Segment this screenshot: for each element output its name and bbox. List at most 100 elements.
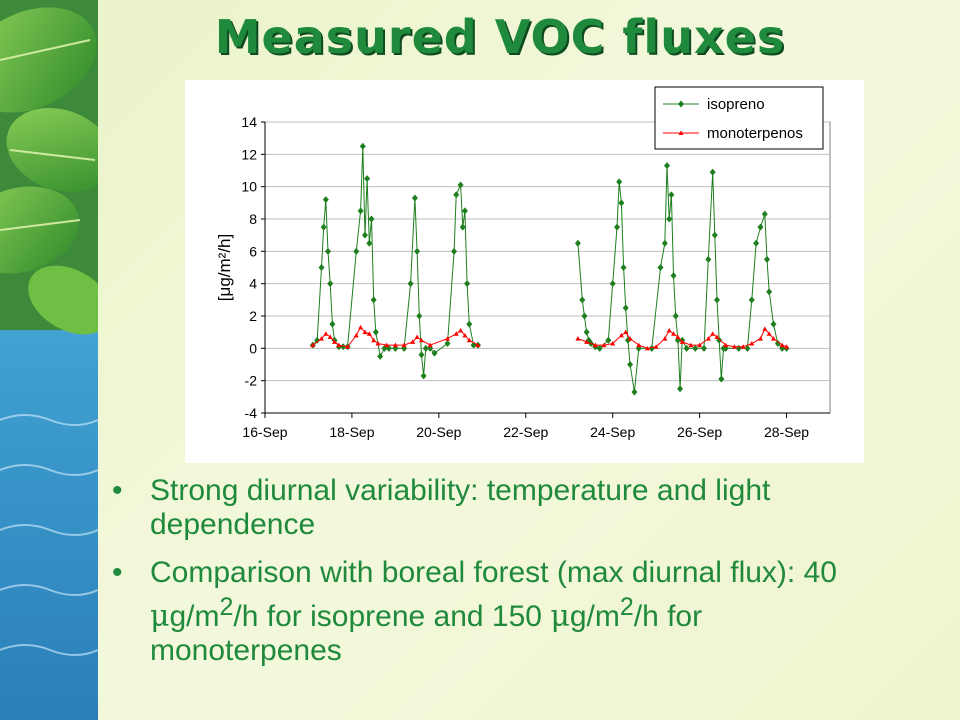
- data-point-monoterpenos: [414, 334, 420, 340]
- bullet-text: /h for isoprene and 150: [233, 600, 551, 633]
- data-point-monoterpenos: [319, 336, 324, 341]
- data-point-monoterpenos: [358, 324, 364, 330]
- y-tick-label: 10: [241, 179, 257, 195]
- y-tick-label: 0: [249, 340, 257, 356]
- data-point-isopreno: [327, 280, 334, 288]
- data-point-isopreno: [616, 178, 623, 186]
- data-point-isopreno: [753, 239, 760, 247]
- data-point-monoterpenos: [697, 342, 703, 348]
- x-tick-label: 20-Sep: [416, 424, 461, 440]
- data-point-monoterpenos: [723, 342, 729, 348]
- data-point-isopreno: [574, 239, 581, 247]
- bullet-item-variability: • Strong diurnal variability: temperatur…: [112, 474, 872, 542]
- data-point-monoterpenos: [327, 334, 333, 340]
- data-point-monoterpenos: [466, 337, 472, 343]
- data-point-monoterpenos: [666, 328, 672, 333]
- data-point-isopreno: [420, 372, 427, 380]
- data-point-isopreno: [581, 312, 588, 320]
- mu-symbol: μ: [550, 599, 570, 634]
- legend-marker-monoterpenos: [678, 130, 684, 135]
- data-point-isopreno: [709, 168, 716, 176]
- data-point-monoterpenos: [332, 339, 338, 344]
- legend-marker-isopreno: [678, 100, 684, 108]
- y-tick-label: 14: [241, 114, 257, 130]
- x-tick-label: 18-Sep: [329, 424, 374, 440]
- chart-canvas: -4 -2 0 2 4 6 8 10 12 14 16-Sep 18-Sep 20-Sep 22-Sep 2…: [215, 86, 831, 440]
- data-point-monoterpenos: [458, 328, 464, 333]
- data-point-monoterpenos: [353, 332, 359, 338]
- data-point-isopreno: [453, 191, 460, 199]
- bullet-dot: •: [112, 474, 123, 507]
- data-point-monoterpenos: [714, 334, 720, 340]
- data-point-isopreno: [340, 343, 347, 351]
- data-point-monoterpenos: [371, 337, 377, 343]
- data-point-monoterpenos: [336, 342, 342, 348]
- data-point-isopreno: [320, 223, 327, 231]
- data-point-monoterpenos: [453, 331, 459, 336]
- data-point-isopreno: [666, 215, 673, 223]
- data-point-isopreno: [407, 280, 414, 288]
- y-tick-label: 2: [249, 308, 257, 324]
- x-tick-label: 26-Sep: [677, 424, 722, 440]
- data-point-isopreno: [451, 247, 458, 255]
- y-tick-label: 6: [249, 243, 257, 259]
- data-point-isopreno: [770, 320, 777, 328]
- data-point-monoterpenos: [375, 340, 381, 346]
- data-point-isopreno: [370, 296, 377, 304]
- data-point-isopreno: [605, 336, 612, 344]
- data-point-isopreno: [366, 239, 373, 247]
- data-point-isopreno: [618, 199, 625, 207]
- data-point-isopreno: [322, 196, 329, 204]
- x-tick-label: 24-Sep: [590, 424, 635, 440]
- bullet-text: Strong diurnal variability: temperature …: [150, 474, 771, 541]
- data-point-monoterpenos: [427, 342, 433, 348]
- data-point-isopreno: [318, 264, 325, 271]
- data-point-isopreno: [761, 210, 768, 218]
- bullet-text: Comparison with boreal forest (max diurn…: [150, 556, 837, 589]
- data-point-isopreno: [314, 336, 321, 344]
- data-point-monoterpenos: [671, 331, 677, 336]
- data-point-isopreno: [700, 344, 707, 352]
- data-point-isopreno: [377, 352, 384, 360]
- data-point-isopreno: [359, 142, 366, 150]
- bullet-text: g/m: [169, 600, 220, 633]
- data-point-monoterpenos: [653, 344, 659, 349]
- data-point-isopreno: [609, 280, 616, 288]
- y-tick-label: 4: [249, 276, 257, 292]
- bullet-list: • Strong diurnal variability: temperatur…: [112, 474, 872, 682]
- data-point-monoterpenos: [731, 344, 737, 349]
- data-point-monoterpenos: [779, 342, 785, 348]
- data-point-isopreno: [357, 207, 364, 215]
- data-point-isopreno: [744, 344, 751, 352]
- data-point-monoterpenos: [749, 340, 755, 346]
- data-point-isopreno: [748, 296, 755, 304]
- data-point-monoterpenos: [627, 336, 633, 341]
- data-point-isopreno: [661, 239, 668, 247]
- x-tick-label: 22-Sep: [503, 424, 548, 440]
- data-point-monoterpenos: [662, 336, 668, 341]
- data-point-isopreno: [329, 320, 336, 328]
- data-point-isopreno: [353, 247, 360, 255]
- data-point-isopreno: [464, 280, 471, 288]
- data-point-isopreno: [757, 223, 764, 231]
- data-point-isopreno: [620, 264, 627, 271]
- data-point-isopreno: [361, 231, 368, 239]
- data-point-monoterpenos: [310, 342, 316, 348]
- data-point-monoterpenos: [618, 332, 624, 338]
- data-point-isopreno: [461, 207, 468, 215]
- bullet-text: g/m: [569, 600, 620, 633]
- data-point-isopreno: [766, 288, 773, 296]
- data-point-monoterpenos: [462, 332, 468, 338]
- data-point-isopreno: [677, 385, 684, 393]
- data-point-monoterpenos: [740, 344, 746, 349]
- leaf-water-decoration: [0, 0, 98, 720]
- data-point-isopreno: [718, 375, 725, 383]
- data-point-monoterpenos: [688, 342, 694, 348]
- data-point-isopreno: [579, 296, 586, 304]
- data-point-monoterpenos: [384, 342, 390, 348]
- data-point-monoterpenos: [784, 344, 790, 349]
- bullet-dot: •: [112, 556, 123, 589]
- data-point-isopreno: [774, 339, 781, 347]
- data-point-monoterpenos: [445, 336, 451, 341]
- data-point-monoterpenos: [757, 336, 763, 341]
